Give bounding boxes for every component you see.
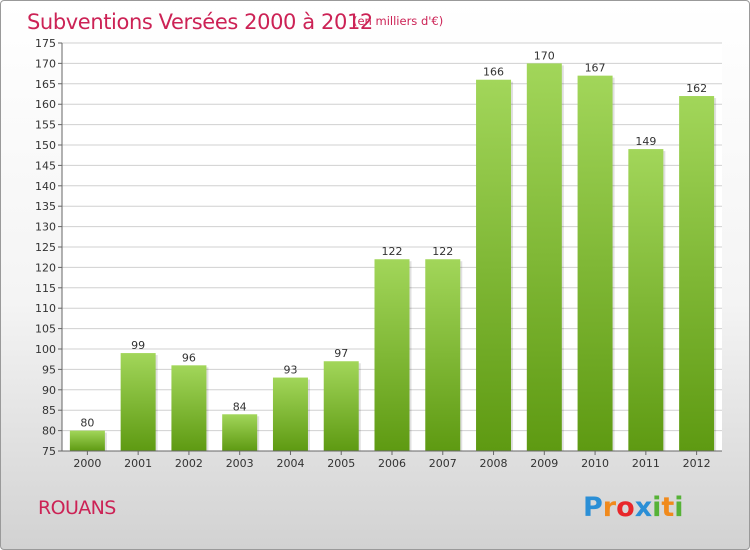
commune-name: ROUANS [38,497,116,519]
bar-value-label: 167 [585,62,606,75]
bar-value-label: 149 [635,135,656,148]
x-tick-label: 2003 [226,457,254,470]
x-tick-label: 2000 [73,457,101,470]
logo-text: Proxiti [583,492,684,523]
chart-subtitle: (en milliers d'€) [353,14,444,28]
bar-value-label: 170 [534,49,555,62]
y-tick-label: 95 [42,363,56,376]
y-tick-label: 110 [35,302,56,315]
x-tick-label: 2010 [581,457,609,470]
bar-value-label: 122 [432,245,453,258]
y-tick-label: 140 [35,180,56,193]
bar [222,414,258,451]
y-tick-label: 80 [42,425,56,438]
logo-letter: i [674,492,683,523]
y-tick-label: 120 [35,261,56,274]
bar-value-label: 96 [182,351,196,364]
logo-letter: t [661,492,674,523]
bar-value-label: 166 [483,66,504,79]
x-tick-label: 2012 [683,457,711,470]
x-tick-label: 2006 [378,457,406,470]
bar-value-label: 97 [334,347,348,360]
bar [120,353,156,451]
x-tick-label: 2008 [480,457,508,470]
y-tick-label: 135 [35,200,56,213]
bar-value-label: 84 [233,400,247,413]
bar [679,96,715,451]
x-tick-label: 2002 [175,457,203,470]
y-tick-label: 115 [35,282,56,295]
bar-value-label: 99 [131,339,145,352]
proxiti-logo: Proxiti [583,487,693,531]
bar [526,63,562,452]
y-tick-label: 105 [35,323,56,336]
y-tick-label: 130 [35,221,56,234]
x-tick-label: 2001 [124,457,152,470]
bar [69,430,105,451]
logo-letter: o [616,492,635,523]
y-tick-label: 85 [42,404,56,417]
bar [171,365,207,451]
bar-value-label: 80 [80,417,94,430]
logo-letter: i [652,492,661,523]
bar [374,259,410,451]
y-tick-label: 170 [35,57,56,70]
y-tick-label: 75 [42,445,56,458]
bar [628,149,664,451]
x-tick-label: 2007 [429,457,457,470]
y-tick-label: 160 [35,98,56,111]
logo-letter: r [603,492,617,523]
y-tick-label: 165 [35,78,56,91]
bar [425,259,461,451]
x-tick-label: 2005 [327,457,355,470]
bar [272,377,308,451]
logo-letter: x [635,492,652,523]
bar [476,79,512,451]
y-tick-label: 125 [35,241,56,254]
logo-letter: P [583,492,603,523]
y-tick-label: 175 [35,37,56,50]
y-tick-label: 90 [42,384,56,397]
x-tick-label: 2011 [632,457,660,470]
y-tick-label: 100 [35,343,56,356]
y-tick-label: 150 [35,139,56,152]
bar [577,75,613,451]
x-tick-label: 2004 [276,457,304,470]
y-tick-label: 145 [35,159,56,172]
x-tick-label: 2009 [530,457,558,470]
y-tick-label: 155 [35,119,56,132]
chart-title: Subventions Versées 2000 à 2012 [27,10,373,34]
bar-value-label: 122 [382,245,403,258]
bar-value-label: 162 [686,82,707,95]
bar-value-label: 93 [283,364,297,377]
bar [323,361,359,451]
